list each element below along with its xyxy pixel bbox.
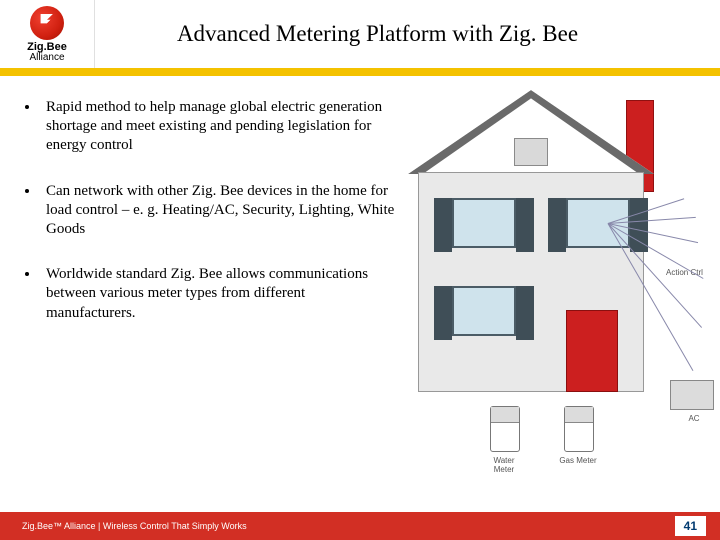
- page-number: 41: [675, 516, 706, 536]
- slide-footer: Zig.Bee™ Alliance | Wireless Control Tha…: [0, 512, 720, 540]
- water-meter-label: Water Meter: [484, 456, 524, 474]
- slide-title: Advanced Metering Platform with Zig. Bee: [95, 21, 720, 47]
- attic-window-icon: [514, 138, 548, 166]
- bullet-item: Rapid method to help manage global elect…: [40, 98, 398, 156]
- footer-text: Zig.Bee™ Alliance | Wireless Control Tha…: [22, 521, 247, 531]
- window-icon: [452, 198, 516, 248]
- gas-meter-icon: [564, 406, 594, 452]
- divider-bar: [0, 68, 720, 76]
- bullet-list: Rapid method to help manage global elect…: [28, 98, 398, 486]
- ac-unit-icon: [670, 380, 714, 410]
- water-meter-icon: [490, 406, 520, 452]
- logo-line1: Zig.Bee: [27, 42, 67, 53]
- house-diagram: Water Meter Gas Meter AC Action Ctrl: [408, 90, 720, 486]
- logo-mark-icon: [30, 6, 64, 40]
- logo-line2: Alliance: [29, 53, 64, 63]
- ac-label: AC: [674, 414, 714, 423]
- window-icon: [452, 286, 516, 336]
- logo: Zig.Bee Alliance: [0, 0, 95, 68]
- door-icon: [566, 310, 618, 392]
- bullet-item: Can network with other Zig. Bee devices …: [40, 182, 398, 240]
- gas-meter-label: Gas Meter: [558, 456, 598, 465]
- bullet-item: Worldwide standard Zig. Bee allows commu…: [40, 265, 398, 323]
- slide-body: Rapid method to help manage global elect…: [0, 76, 720, 486]
- slide-header: Zig.Bee Alliance Advanced Metering Platf…: [0, 0, 720, 68]
